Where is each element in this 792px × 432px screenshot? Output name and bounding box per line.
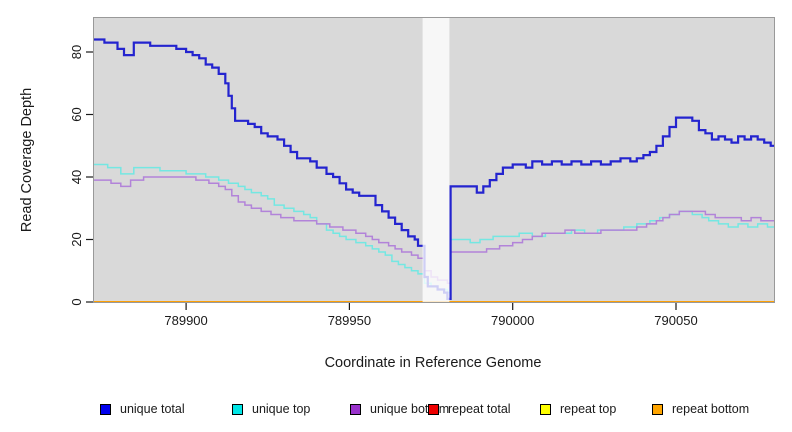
y-tick-label: 60 <box>69 107 84 121</box>
legend-label-unique-top: unique top <box>252 402 311 416</box>
legend-swatch-unique-top <box>232 403 243 415</box>
legend-swatch-repeat-bottom <box>652 403 663 415</box>
legend-label-repeat-top: repeat top <box>560 402 617 416</box>
legend-item-repeat-top: repeat top <box>540 399 616 419</box>
series-line-unique-bottom <box>93 176 774 285</box>
masked-region-rect <box>422 17 450 302</box>
y-tick-label: 20 <box>69 232 84 246</box>
y-tick-label: 40 <box>69 170 84 184</box>
legend-item-repeat-total: repeat total <box>428 399 511 419</box>
x-axis-title: Coordinate in Reference Genome <box>325 355 542 371</box>
masked-region-band <box>422 17 450 302</box>
coverage-chart: 789900 789950 790000 790050 0 20 40 60 80 Coordi… <box>19 17 775 371</box>
legend-item-repeat-bottom: repeat bottom <box>652 399 749 419</box>
axis-ticks: 789900 789950 790000 790050 0 20 40 60 80 <box>69 45 698 328</box>
legend-label-repeat-bottom: repeat bottom <box>672 402 750 416</box>
x-tick-label: 789900 <box>164 313 207 328</box>
plot-frame <box>93 17 775 303</box>
legend-label-repeat-total: repeat total <box>448 402 511 416</box>
y-tick-label: 80 <box>69 45 84 59</box>
legend-item-unique-total: unique total <box>100 399 185 419</box>
legend: unique total unique top unique bottom repea… <box>0 399 792 423</box>
x-tick-label: 789950 <box>328 313 371 328</box>
plot-border <box>93 17 775 303</box>
legend-swatch-repeat-top <box>540 403 551 415</box>
legend-swatch-repeat-total <box>428 403 439 415</box>
legend-label-unique-total: unique total <box>120 402 185 416</box>
legend-swatch-unique-total <box>100 403 111 415</box>
legend-item-unique-top: unique top <box>232 399 310 419</box>
x-tick-label: 790050 <box>654 313 697 328</box>
y-tick-label: 0 <box>69 298 84 305</box>
y-axis-title: Read Coverage Depth <box>19 88 35 232</box>
legend-swatch-unique-bottom <box>350 403 361 415</box>
x-tick-label: 790000 <box>491 313 534 328</box>
